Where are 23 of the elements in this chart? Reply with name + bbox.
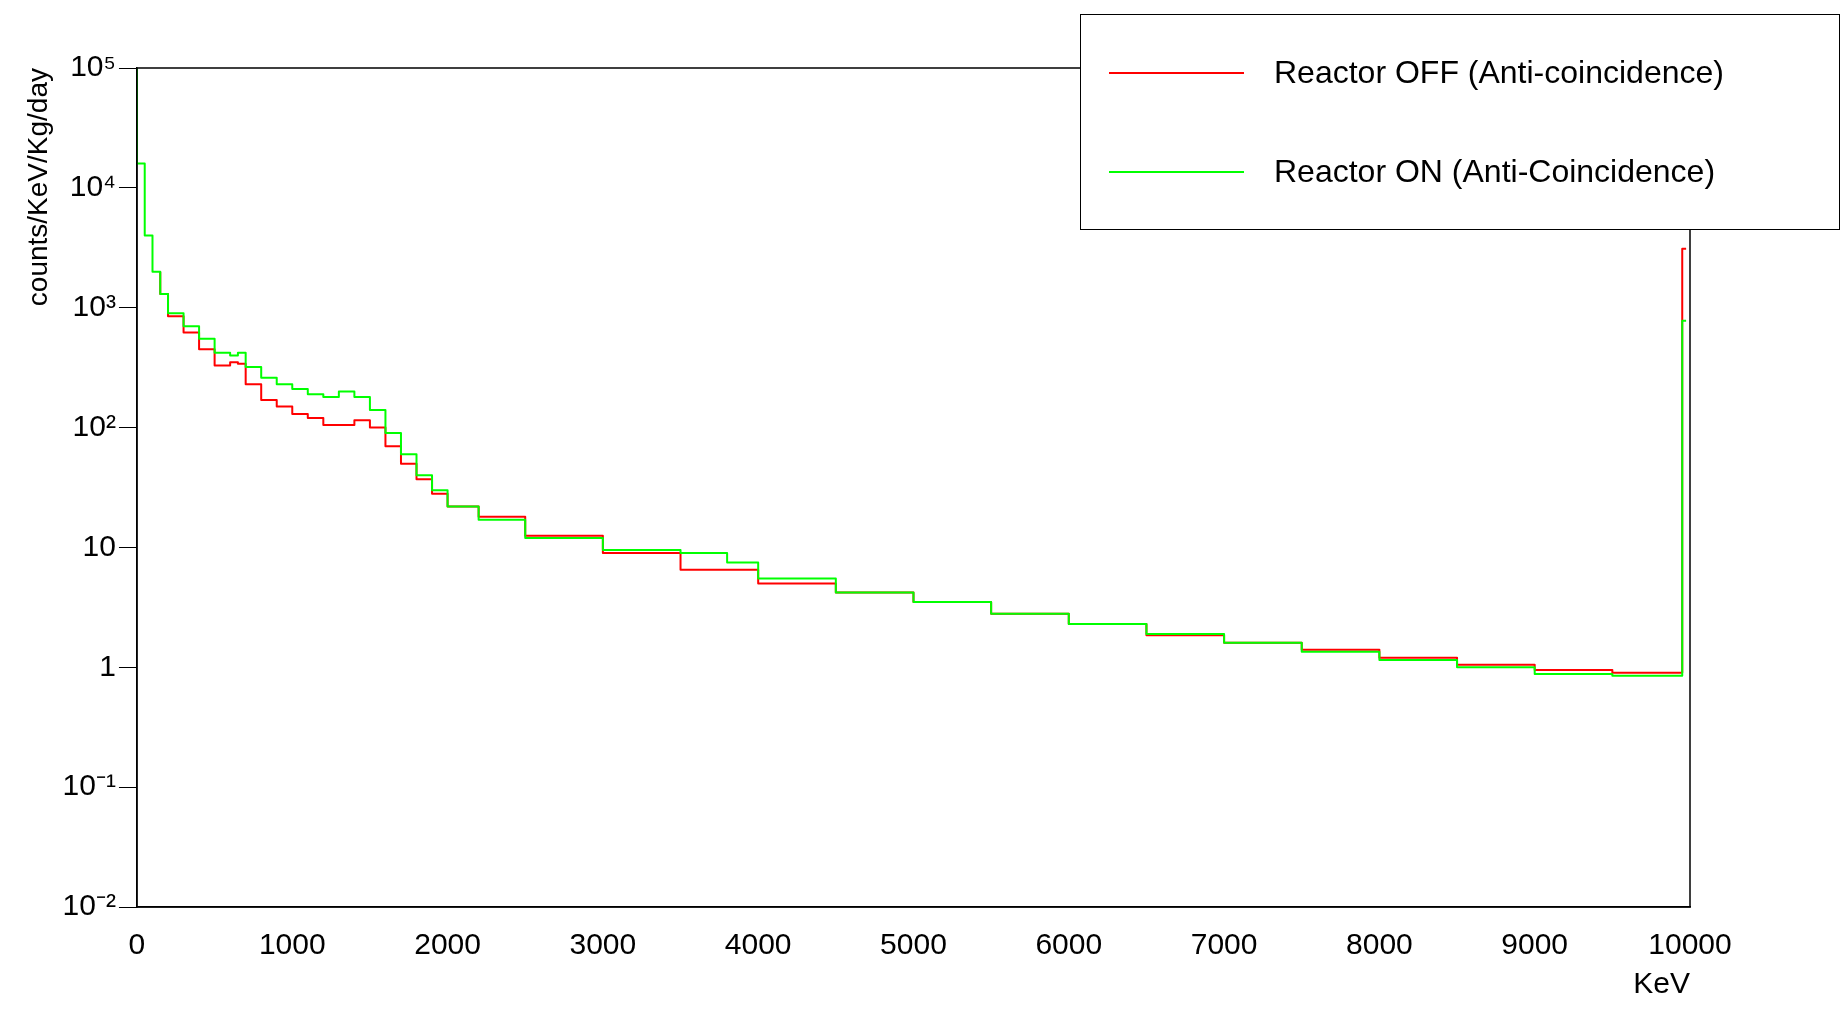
x-tick-label: 5000 <box>880 927 947 961</box>
legend-label: Reactor OFF (Anti-coincidence) <box>1274 54 1724 91</box>
x-tick-label: 6000 <box>1035 927 1103 961</box>
x-axis-title: KeV <box>1633 966 1690 1000</box>
x-tick-label: 7000 <box>1190 927 1258 961</box>
x-tick-label: 10000 <box>1648 927 1732 961</box>
y-tick-label: 10⁵ <box>70 49 116 83</box>
y-axis-title: counts/KeV/Kg/day <box>21 68 53 307</box>
x-tick-label: 8000 <box>1346 927 1413 961</box>
x-tick-label: 1000 <box>258 927 326 961</box>
x-tick-label: 3000 <box>569 927 637 961</box>
y-tick-label: 10⁻¹ <box>62 768 116 802</box>
y-tick-label: 10⁴ <box>69 169 116 203</box>
x-tick-label: 4000 <box>724 927 792 961</box>
legend-label: Reactor ON (Anti-Coincidence) <box>1274 153 1716 190</box>
x-tick-label: 9000 <box>1501 927 1569 961</box>
y-tick-label: 10³ <box>72 288 116 322</box>
y-tick-label: 1 <box>99 648 116 682</box>
x-tick-label: 0 <box>128 927 146 961</box>
x-tick-label: 2000 <box>414 927 481 961</box>
y-tick-label: 10 <box>82 528 116 562</box>
y-tick-label: 10² <box>72 408 116 442</box>
y-tick-label: 10⁻² <box>62 888 116 922</box>
